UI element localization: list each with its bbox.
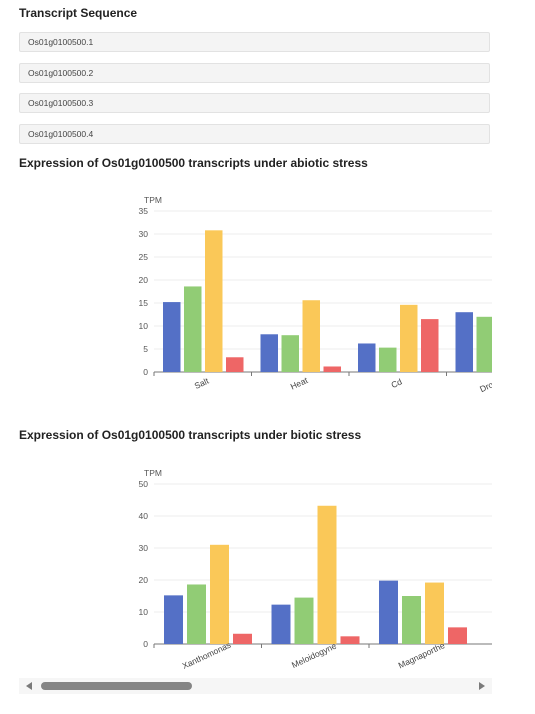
bar xyxy=(163,302,181,372)
x-tick-label: Heat xyxy=(289,375,310,392)
y-tick-label: 5 xyxy=(143,344,148,354)
bar xyxy=(226,357,244,372)
bar xyxy=(187,584,206,644)
bar xyxy=(402,596,421,644)
bar xyxy=(281,335,299,372)
bar xyxy=(317,505,337,644)
y-tick-label: 40 xyxy=(139,511,149,521)
y-tick-label: 10 xyxy=(139,321,149,331)
x-tick-label: Meloidogyne xyxy=(290,640,338,670)
bar xyxy=(205,230,223,372)
y-tick-label: 25 xyxy=(139,252,149,262)
y-tick-label: 35 xyxy=(139,206,149,216)
x-tick-label: Cd xyxy=(389,376,403,390)
y-tick-label: 50 xyxy=(139,479,149,489)
transcript-item-4[interactable]: Os01g0100500.4 xyxy=(19,124,490,144)
x-tick-label: Magnaporthe xyxy=(397,640,447,670)
bar xyxy=(164,595,183,644)
scroll-left-arrow-icon[interactable] xyxy=(26,682,32,690)
y-tick-label: 0 xyxy=(143,367,148,377)
bar xyxy=(358,343,376,372)
y-tick-label: 20 xyxy=(139,275,149,285)
bar xyxy=(379,347,397,372)
bar xyxy=(455,312,473,372)
bar xyxy=(379,580,398,644)
y-axis-label: TPM xyxy=(144,468,162,478)
y-tick-label: 20 xyxy=(139,575,149,585)
y-tick-label: 30 xyxy=(139,229,149,239)
transcript-item-3[interactable]: Os01g0100500.3 xyxy=(19,93,490,113)
bar xyxy=(340,636,360,644)
y-tick-label: 10 xyxy=(139,607,149,617)
bar xyxy=(323,366,341,372)
bar xyxy=(210,544,229,644)
x-tick-label: Salt xyxy=(193,375,211,391)
bar xyxy=(260,334,278,372)
y-axis-label: TPM xyxy=(144,195,162,205)
bar xyxy=(302,300,320,372)
bar xyxy=(421,319,439,372)
y-tick-label: 30 xyxy=(139,543,149,553)
bar xyxy=(400,304,418,372)
transcript-item-1[interactable]: Os01g0100500.1 xyxy=(19,32,490,52)
y-tick-label: 0 xyxy=(143,639,148,649)
transcript-sequence-heading: Transcript Sequence xyxy=(19,6,138,20)
bar xyxy=(271,604,291,644)
abiotic-chart-title: Expression of Os01g0100500 transcripts u… xyxy=(19,156,368,170)
bar xyxy=(448,627,467,644)
bar xyxy=(476,316,492,372)
y-tick-label: 15 xyxy=(139,298,149,308)
x-tick-label: Drought xyxy=(478,372,492,394)
bar xyxy=(184,286,202,372)
scrollbar-thumb[interactable] xyxy=(41,682,192,690)
bar xyxy=(425,582,444,644)
bar xyxy=(233,633,252,644)
scroll-right-arrow-icon[interactable] xyxy=(479,682,485,690)
biotic-chart-title: Expression of Os01g0100500 transcripts u… xyxy=(19,428,362,442)
bar xyxy=(294,597,314,644)
transcript-item-2[interactable]: Os01g0100500.2 xyxy=(19,63,490,83)
horizontal-scrollbar[interactable] xyxy=(19,678,492,694)
